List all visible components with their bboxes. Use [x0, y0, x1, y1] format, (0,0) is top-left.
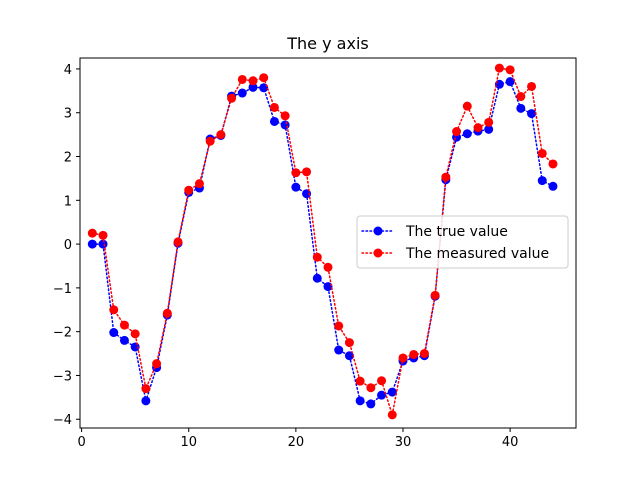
data-point [248, 82, 258, 92]
y-tick-label: 2 [64, 151, 72, 166]
data-point [473, 123, 483, 133]
data-point [323, 282, 333, 292]
data-point [398, 353, 408, 363]
legend-marker [373, 248, 383, 258]
data-point [141, 384, 151, 394]
legend: The true value The measured value [356, 215, 569, 269]
data-point [355, 396, 365, 406]
data-point [130, 329, 140, 339]
data-point [537, 148, 547, 158]
data-point [141, 396, 151, 406]
data-point [109, 305, 119, 315]
data-point [237, 74, 247, 84]
x-tick-label: 40 [502, 435, 519, 450]
legend-item-0: The true value [361, 224, 508, 240]
series-1 [87, 63, 558, 420]
plot-area [87, 63, 558, 420]
data-point [548, 181, 558, 191]
data-point [334, 345, 344, 355]
data-point [269, 102, 279, 112]
data-point [323, 262, 333, 272]
data-point [505, 77, 515, 87]
x-axis: 0 10 20 30 40 [77, 428, 518, 450]
data-point [484, 117, 494, 127]
data-point [484, 124, 494, 134]
data-point [291, 168, 301, 178]
data-point [462, 129, 472, 139]
data-point [452, 127, 462, 137]
data-point [184, 185, 194, 195]
data-point [162, 308, 172, 318]
data-point [98, 239, 108, 249]
y-tick-label: −1 [53, 282, 72, 297]
data-point [248, 76, 258, 86]
y-tick-label: −2 [53, 326, 72, 341]
legend-marker [373, 226, 383, 236]
data-point [419, 349, 429, 359]
data-point [280, 111, 290, 121]
x-tick-label: 0 [77, 435, 85, 450]
data-point [387, 387, 397, 397]
data-point [259, 73, 269, 83]
data-point [548, 159, 558, 169]
data-point [291, 182, 301, 192]
data-point [194, 179, 204, 189]
y-tick-label: −4 [53, 413, 72, 428]
data-point [527, 109, 537, 119]
data-point [377, 376, 387, 386]
data-point [312, 252, 322, 262]
data-point [430, 290, 440, 300]
data-point [87, 228, 97, 238]
data-point [87, 239, 97, 249]
data-point [312, 273, 322, 283]
data-point [280, 120, 290, 130]
legend-item-1: The measured value [361, 246, 549, 262]
data-point [441, 172, 451, 182]
data-point [98, 230, 108, 240]
data-point [409, 349, 419, 359]
data-point [119, 335, 129, 345]
legend-label: The measured value [405, 246, 549, 262]
data-point [527, 81, 537, 91]
data-point [109, 328, 119, 338]
legend-box [356, 215, 569, 269]
data-point [152, 359, 162, 369]
data-point [377, 390, 387, 400]
data-point [173, 237, 183, 247]
y-tick-label: −3 [53, 369, 72, 384]
chart-title: The y axis [286, 34, 368, 53]
x-tick-label: 20 [288, 435, 305, 450]
data-point [344, 351, 354, 361]
data-point [355, 376, 365, 386]
data-point [205, 136, 215, 146]
x-tick-label: 30 [395, 435, 412, 450]
data-point [334, 321, 344, 331]
data-point [462, 101, 472, 111]
data-point [302, 167, 312, 177]
data-point [237, 88, 247, 98]
data-point [344, 338, 354, 348]
data-point [216, 130, 226, 140]
data-point [269, 116, 279, 126]
y-tick-label: 0 [64, 238, 72, 253]
y-axis: −4 −3 −2 −1 0 1 2 3 4 [53, 63, 80, 428]
data-point [505, 65, 515, 75]
data-point [119, 320, 129, 330]
data-point [494, 63, 504, 73]
y-tick-label: 4 [64, 63, 72, 78]
data-point [537, 176, 547, 186]
data-point [366, 399, 376, 409]
data-point [387, 410, 397, 420]
data-point [366, 383, 376, 393]
data-point [516, 103, 526, 113]
y-tick-label: 1 [64, 194, 72, 209]
x-tick-label: 10 [180, 435, 197, 450]
axes-frame [79, 57, 577, 429]
legend-label: The true value [405, 224, 508, 240]
y-tick-label: 3 [64, 107, 72, 122]
data-point [227, 93, 237, 103]
data-point [516, 92, 526, 102]
